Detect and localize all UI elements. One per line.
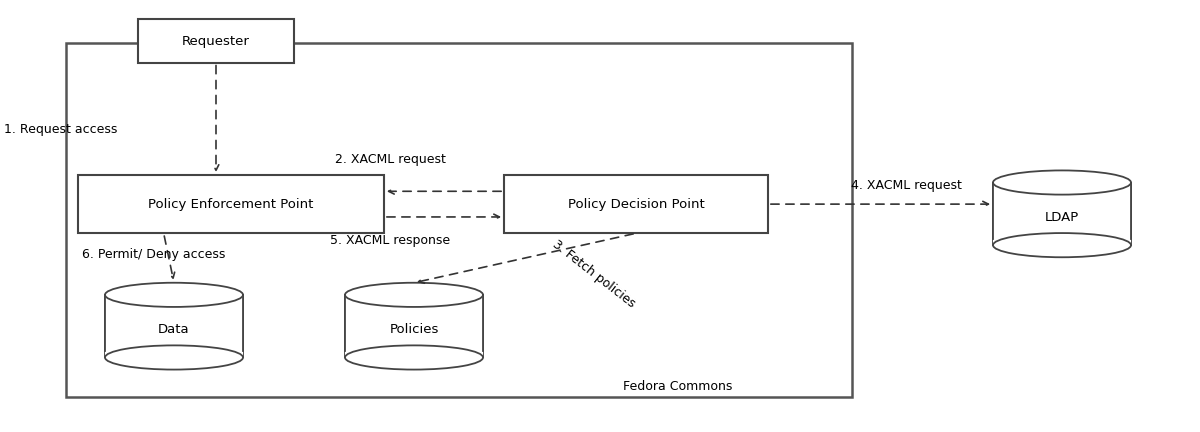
Ellipse shape <box>994 233 1132 257</box>
FancyBboxPatch shape <box>346 295 482 358</box>
Ellipse shape <box>346 283 482 307</box>
Text: Policy Enforcement Point: Policy Enforcement Point <box>149 197 313 211</box>
Ellipse shape <box>106 283 242 307</box>
FancyBboxPatch shape <box>106 295 244 358</box>
Text: Requester: Requester <box>182 35 250 48</box>
Text: 1. Request access: 1. Request access <box>4 123 116 136</box>
Text: 4. XACML request: 4. XACML request <box>851 179 961 192</box>
Ellipse shape <box>994 170 1132 194</box>
Text: 5. XACML response: 5. XACML response <box>330 234 450 247</box>
Text: 2. XACML request: 2. XACML request <box>335 153 445 166</box>
FancyBboxPatch shape <box>78 175 384 233</box>
FancyBboxPatch shape <box>504 175 768 233</box>
Ellipse shape <box>106 346 242 370</box>
Text: LDAP: LDAP <box>1045 211 1079 224</box>
Text: 6. Permit/ Deny access: 6. Permit/ Deny access <box>82 248 224 261</box>
Text: Fedora Commons: Fedora Commons <box>623 380 733 393</box>
FancyBboxPatch shape <box>138 19 294 63</box>
Text: Policy Decision Point: Policy Decision Point <box>568 197 704 211</box>
FancyBboxPatch shape <box>994 182 1132 245</box>
FancyBboxPatch shape <box>106 295 244 357</box>
Text: Data: Data <box>158 323 190 336</box>
FancyBboxPatch shape <box>346 295 482 357</box>
Text: 3. Fetch policies: 3. Fetch policies <box>550 238 638 311</box>
FancyBboxPatch shape <box>994 182 1132 245</box>
FancyBboxPatch shape <box>66 43 852 397</box>
Text: Policies: Policies <box>389 323 439 336</box>
Ellipse shape <box>346 346 482 370</box>
